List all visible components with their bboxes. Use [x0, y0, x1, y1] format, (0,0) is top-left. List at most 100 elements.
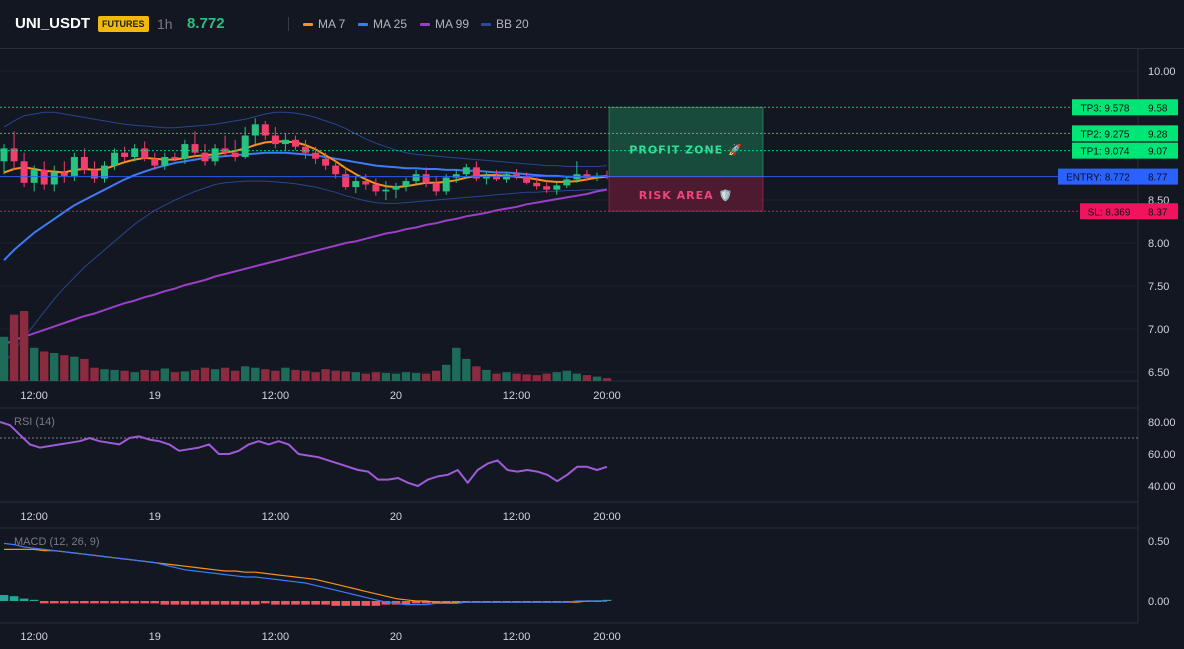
candle-body — [332, 165, 340, 175]
candle-body — [0, 148, 8, 162]
ma99-swatch — [420, 23, 430, 27]
volume-bar — [592, 376, 602, 381]
time-tick-label: 20 — [390, 631, 402, 643]
volume-bar — [442, 364, 451, 381]
volume-bar — [351, 372, 360, 381]
level-axis-text: 9.28 — [1148, 129, 1168, 140]
legend-ma99[interactable]: MA 99 — [420, 15, 469, 33]
header-divider — [288, 17, 289, 31]
candle-body — [493, 175, 500, 180]
candle-body — [231, 152, 239, 157]
legend-ma25[interactable]: MA 25 — [358, 15, 407, 33]
risk-area-label: RISK AREA 🛡️ — [639, 189, 733, 202]
macd-histogram-bar — [482, 601, 491, 603]
level-axis-tag — [1138, 203, 1178, 220]
volume-bar — [80, 358, 89, 381]
volume-bar — [562, 370, 571, 381]
macd-histogram-bar — [411, 601, 421, 604]
level-axis-tag — [1138, 168, 1178, 185]
macd-histogram-bar — [60, 601, 69, 604]
time-tick-label: 12:00 — [20, 390, 48, 402]
trade-zones: PROFIT ZONE 🚀 RISK AREA 🛡️ — [608, 106, 764, 212]
symbol-name[interactable]: UNI_USDT — [15, 15, 91, 32]
level-tag-text: TP2: 9.275 — [1081, 129, 1130, 140]
candle-body — [121, 152, 129, 157]
macd-histogram-bar — [472, 601, 481, 603]
level-tag-text: SL: 8.369 — [1088, 207, 1131, 218]
candle-body — [201, 152, 209, 162]
candle-body — [533, 182, 541, 187]
time-tick-label: 20:00 — [593, 511, 621, 523]
candle-body — [70, 157, 78, 176]
volume-bar — [411, 372, 421, 381]
price-tick-label: 10.00 — [1148, 66, 1176, 78]
macd-histogram-bar — [331, 601, 340, 606]
volume-bar — [361, 373, 370, 381]
candle-body — [412, 174, 420, 182]
time-tick-label: 19 — [149, 511, 161, 523]
candle-body — [432, 182, 440, 192]
macd-histogram-bar — [462, 601, 471, 603]
volume-bar — [281, 367, 290, 381]
candle-body — [91, 169, 98, 179]
legend-bb20[interactable]: BB 20 — [481, 15, 529, 33]
level-tag-sl — [1080, 203, 1138, 220]
volume-bar — [261, 369, 270, 381]
volume-bar — [452, 347, 461, 381]
candle-body — [322, 158, 330, 166]
legend-ma25-label: MA 25 — [373, 17, 408, 31]
macd-histogram-bar — [291, 601, 300, 605]
candle-body — [553, 185, 561, 190]
candles — [0, 118, 611, 200]
macd-line — [3, 542, 607, 606]
macd-histogram-bar — [19, 598, 29, 601]
macd-histogram-bar — [271, 601, 280, 605]
macd-title: MACD (12, 26, 9) — [14, 536, 100, 548]
volume-bar — [371, 372, 381, 381]
macd-histogram-bar — [552, 601, 562, 603]
volume-bar — [421, 373, 431, 381]
time-tick-label: 12:00 — [262, 511, 290, 523]
volume-bar — [301, 370, 310, 381]
volume-bar — [160, 368, 169, 381]
bb-lower-line — [3, 180, 608, 364]
macd-histogram-bar — [39, 601, 49, 604]
macd-histogram-bar — [9, 596, 19, 601]
macd-histogram-bar — [160, 601, 170, 605]
volume-bar — [602, 378, 612, 381]
candle-body — [482, 175, 490, 179]
macd-histogram-bar — [522, 601, 531, 603]
level-tag-text: TP3: 9.578 — [1081, 103, 1130, 114]
legend-ma7[interactable]: MA 7 — [303, 15, 345, 33]
macd-tick-label: 0.00 — [1148, 596, 1169, 608]
time-tick-label: 20:00 — [593, 390, 621, 402]
volume-bar — [70, 356, 79, 381]
bb-upper-line — [3, 111, 608, 167]
volume-bar — [180, 371, 190, 381]
time-tick-label: 12:00 — [20, 631, 48, 643]
macd-histogram-bar — [401, 601, 411, 605]
volume-bar — [210, 369, 220, 381]
volume-bar — [140, 369, 149, 381]
volume-bar — [391, 373, 401, 381]
candle-body — [271, 135, 279, 145]
candle-body — [342, 174, 350, 188]
legend-ma99-label: MA 99 — [435, 17, 470, 31]
volume-bar — [401, 372, 411, 381]
macd-histogram-bar — [0, 595, 9, 601]
time-tick-label: 12:00 — [503, 631, 531, 643]
timeframe-label[interactable]: 1h — [157, 16, 173, 32]
candle-body — [302, 146, 309, 153]
bollinger-bands — [3, 111, 608, 364]
candle-body — [422, 174, 430, 183]
candle-body — [543, 186, 551, 190]
candle-body — [241, 135, 249, 157]
time-tick-label: 12:00 — [503, 511, 531, 523]
volume-bar — [220, 367, 230, 381]
macd-histogram-bar — [421, 601, 431, 604]
volume-bar — [542, 373, 551, 381]
macd-histogram-bar — [261, 601, 270, 604]
candle-body — [362, 181, 370, 185]
macd-histogram-bar — [371, 601, 381, 606]
